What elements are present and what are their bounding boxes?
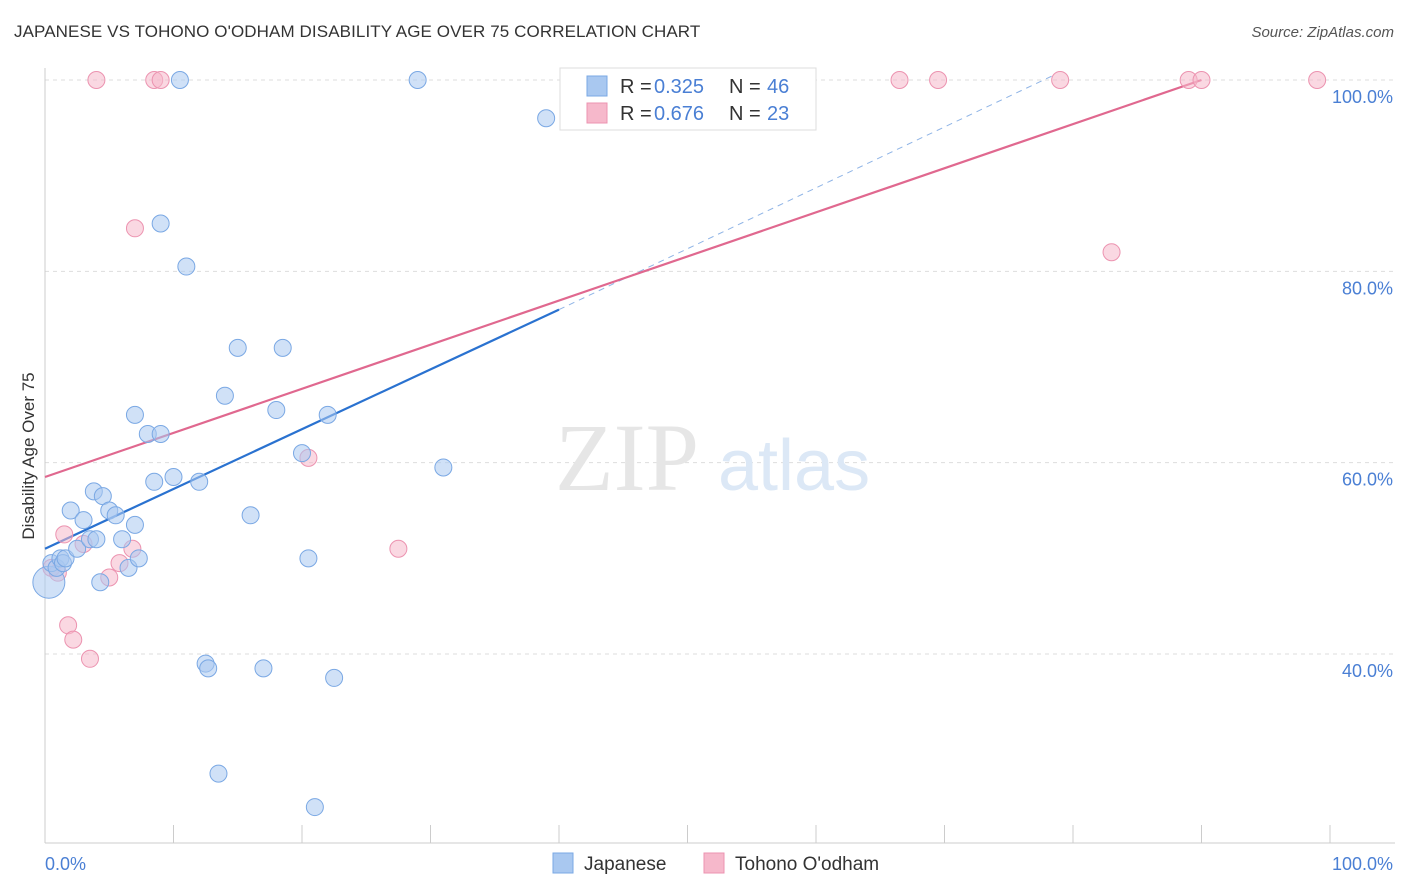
japanese-point bbox=[209, 764, 228, 783]
japanese-point bbox=[299, 549, 318, 568]
y-tick-label: 60.0% bbox=[1342, 470, 1393, 490]
tohono-point bbox=[389, 539, 408, 558]
japanese-trend-line bbox=[44, 308, 560, 550]
tohono-point bbox=[55, 525, 74, 544]
tohono-point bbox=[64, 630, 83, 649]
japanese-point bbox=[325, 668, 344, 687]
japanese-point bbox=[434, 458, 453, 477]
japanese-point bbox=[170, 71, 189, 89]
japanese-point bbox=[74, 511, 93, 530]
y-axis-label: Disability Age Over 75 bbox=[19, 372, 38, 539]
japanese-point bbox=[199, 659, 218, 678]
watermark-atlas: atlas bbox=[718, 426, 870, 506]
tohono-r-value: 0.676 bbox=[654, 103, 704, 125]
japanese-trend-extension bbox=[558, 74, 1054, 311]
japanese-point bbox=[318, 405, 337, 424]
japanese-point bbox=[228, 338, 247, 357]
japanese-point bbox=[273, 338, 292, 357]
japanese-point bbox=[125, 515, 144, 534]
japanese-point bbox=[125, 405, 144, 424]
japanese-point bbox=[113, 530, 132, 549]
tohono-point bbox=[890, 71, 909, 89]
japanese-n-value: 46 bbox=[767, 76, 789, 98]
chart-source: Source: ZipAtlas.com bbox=[1251, 24, 1394, 41]
grid-lines bbox=[45, 79, 1395, 655]
tohono-legend-swatch bbox=[586, 102, 608, 124]
tohono-point bbox=[1308, 71, 1327, 89]
tohono-point bbox=[151, 71, 170, 89]
tohono-n-value: 23 bbox=[767, 103, 789, 125]
axes bbox=[44, 68, 1395, 844]
tohono-point bbox=[1102, 243, 1121, 262]
japanese-point bbox=[106, 506, 125, 525]
japanese-point bbox=[151, 214, 170, 233]
japanese-point bbox=[241, 506, 260, 525]
tohono-r-label: R = bbox=[620, 103, 652, 125]
japanese-point bbox=[190, 472, 209, 491]
y-tick-label: 100.0% bbox=[1332, 87, 1393, 107]
japanese-point bbox=[68, 539, 87, 558]
japanese-point bbox=[145, 472, 164, 491]
japanese-points bbox=[32, 71, 556, 817]
japanese-series-swatch bbox=[552, 852, 574, 874]
watermark: ZIP atlas bbox=[555, 404, 870, 511]
japanese-point bbox=[164, 468, 183, 487]
tohono-point bbox=[1051, 71, 1070, 89]
y-tick-label: 40.0% bbox=[1342, 661, 1393, 681]
tohono-points bbox=[42, 71, 1327, 668]
x-tick-label: 0.0% bbox=[45, 854, 86, 874]
japanese-point bbox=[267, 401, 286, 420]
watermark-zip: ZIP bbox=[555, 404, 699, 511]
y-tick-label: 80.0% bbox=[1342, 278, 1393, 298]
japanese-point bbox=[293, 444, 311, 463]
tohono-point bbox=[87, 71, 106, 89]
tohono-series-swatch bbox=[703, 852, 725, 874]
stats-legend: R = 0.325 N = 46 R = 0.676 N = 23 bbox=[559, 67, 817, 131]
japanese-point bbox=[305, 798, 324, 817]
x-tick-label: 100.0% bbox=[1332, 854, 1393, 874]
japanese-point bbox=[56, 549, 75, 568]
japanese-point bbox=[408, 71, 427, 89]
tohono-n-label: N = bbox=[729, 103, 761, 125]
trend-lines bbox=[44, 74, 1202, 550]
tohono-series-label: Tohono O'odham bbox=[735, 854, 879, 875]
tohono-point bbox=[1192, 71, 1211, 89]
japanese-point bbox=[87, 530, 106, 549]
japanese-r-label: R = bbox=[620, 76, 652, 98]
tohono-point bbox=[125, 219, 144, 238]
series-legend: Japanese Tohono O'odham bbox=[552, 852, 879, 875]
japanese-series-label: Japanese bbox=[584, 854, 666, 875]
japanese-point bbox=[254, 659, 273, 678]
axis-ticks: 40.0% 60.0% 80.0% 100.0% 0.0% 100.0% bbox=[45, 87, 1393, 874]
japanese-r-value: 0.325 bbox=[654, 76, 704, 98]
japanese-point bbox=[215, 386, 234, 405]
tohono-point bbox=[80, 649, 99, 668]
japanese-legend-swatch bbox=[586, 75, 608, 97]
tohono-trend-line bbox=[44, 78, 1202, 479]
japanese-point bbox=[151, 424, 170, 443]
tohono-point bbox=[929, 71, 948, 89]
chart-title: JAPANESE VS TOHONO O'ODHAM DISABILITY AG… bbox=[14, 22, 701, 41]
japanese-point bbox=[177, 257, 196, 276]
japanese-point bbox=[91, 573, 110, 592]
japanese-point bbox=[61, 501, 80, 520]
japanese-point bbox=[537, 109, 556, 128]
japanese-point bbox=[129, 549, 148, 568]
japanese-n-label: N = bbox=[729, 76, 761, 98]
